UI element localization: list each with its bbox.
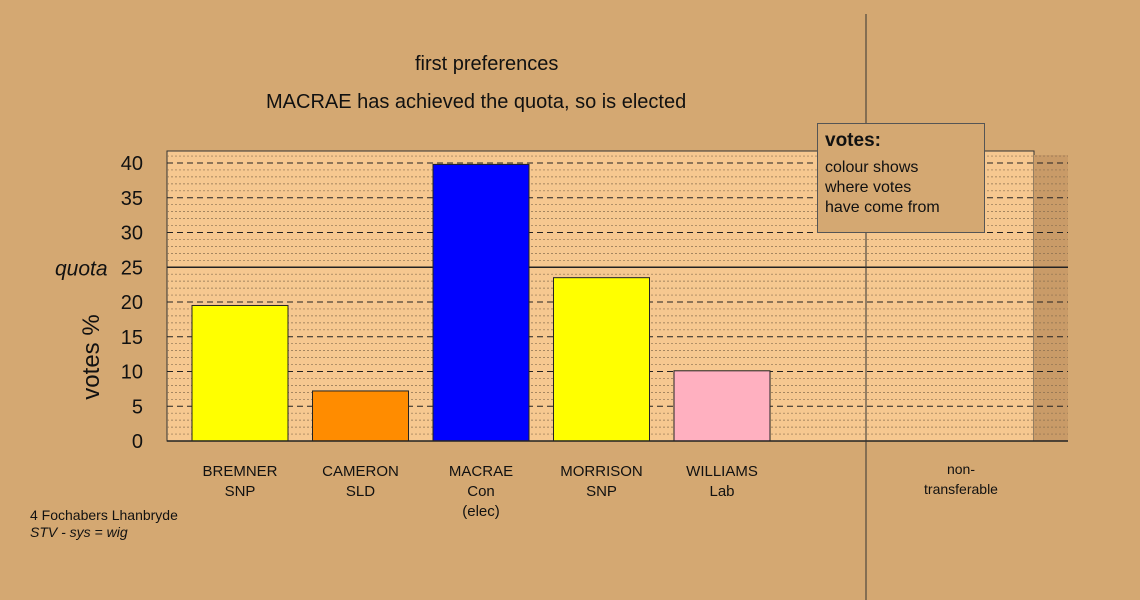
category-label: SNP <box>225 483 256 500</box>
category-label: MACRAE <box>449 463 513 480</box>
y-tick-label: 5 <box>132 396 143 418</box>
bar <box>191 304 289 442</box>
system-label: STV - sys = wig <box>30 524 128 540</box>
y-tick-label: 30 <box>121 223 143 245</box>
chart-subtitle: MACRAE has achieved the quota, so is ele… <box>266 91 687 113</box>
quota-label: quota <box>55 257 108 280</box>
legend-line: colour shows <box>825 159 919 176</box>
category-label: Con <box>467 483 495 500</box>
legend-line: have come from <box>825 199 940 216</box>
y-tick-label: 10 <box>121 362 143 384</box>
plot-area-overflow <box>1034 155 1068 441</box>
chart-title: first preferences <box>415 53 559 75</box>
legend-title: votes: <box>825 130 881 151</box>
category-label: MORRISON <box>560 463 643 480</box>
category-label: (elec) <box>462 503 500 520</box>
bar <box>432 163 530 442</box>
y-axis-label: votes % <box>78 314 105 399</box>
y-tick-label: 35 <box>121 188 143 210</box>
bar <box>312 390 409 442</box>
non-transferable-label: transferable <box>924 481 998 497</box>
y-tick-label: 40 <box>121 153 143 175</box>
legend-line: where votes <box>825 179 912 196</box>
category-label: CAMERON <box>322 463 399 480</box>
legend: votes: colour shows where votes have com… <box>817 123 985 233</box>
y-tick-label: 0 <box>132 431 143 453</box>
category-label: WILLIAMS <box>686 463 758 480</box>
y-tick-label: 25 <box>121 257 143 279</box>
y-tick-label: 15 <box>121 327 143 349</box>
category-label: SLD <box>346 483 375 500</box>
category-label: SNP <box>586 483 617 500</box>
bar <box>673 370 771 442</box>
category-label: BREMNER <box>202 463 277 480</box>
category-label: Lab <box>709 483 734 500</box>
y-tick-label: 20 <box>121 292 143 314</box>
non-transferable-label: non- <box>947 461 975 477</box>
bar <box>553 277 650 442</box>
ward-label: 4 Fochabers Lhanbryde <box>30 507 178 523</box>
